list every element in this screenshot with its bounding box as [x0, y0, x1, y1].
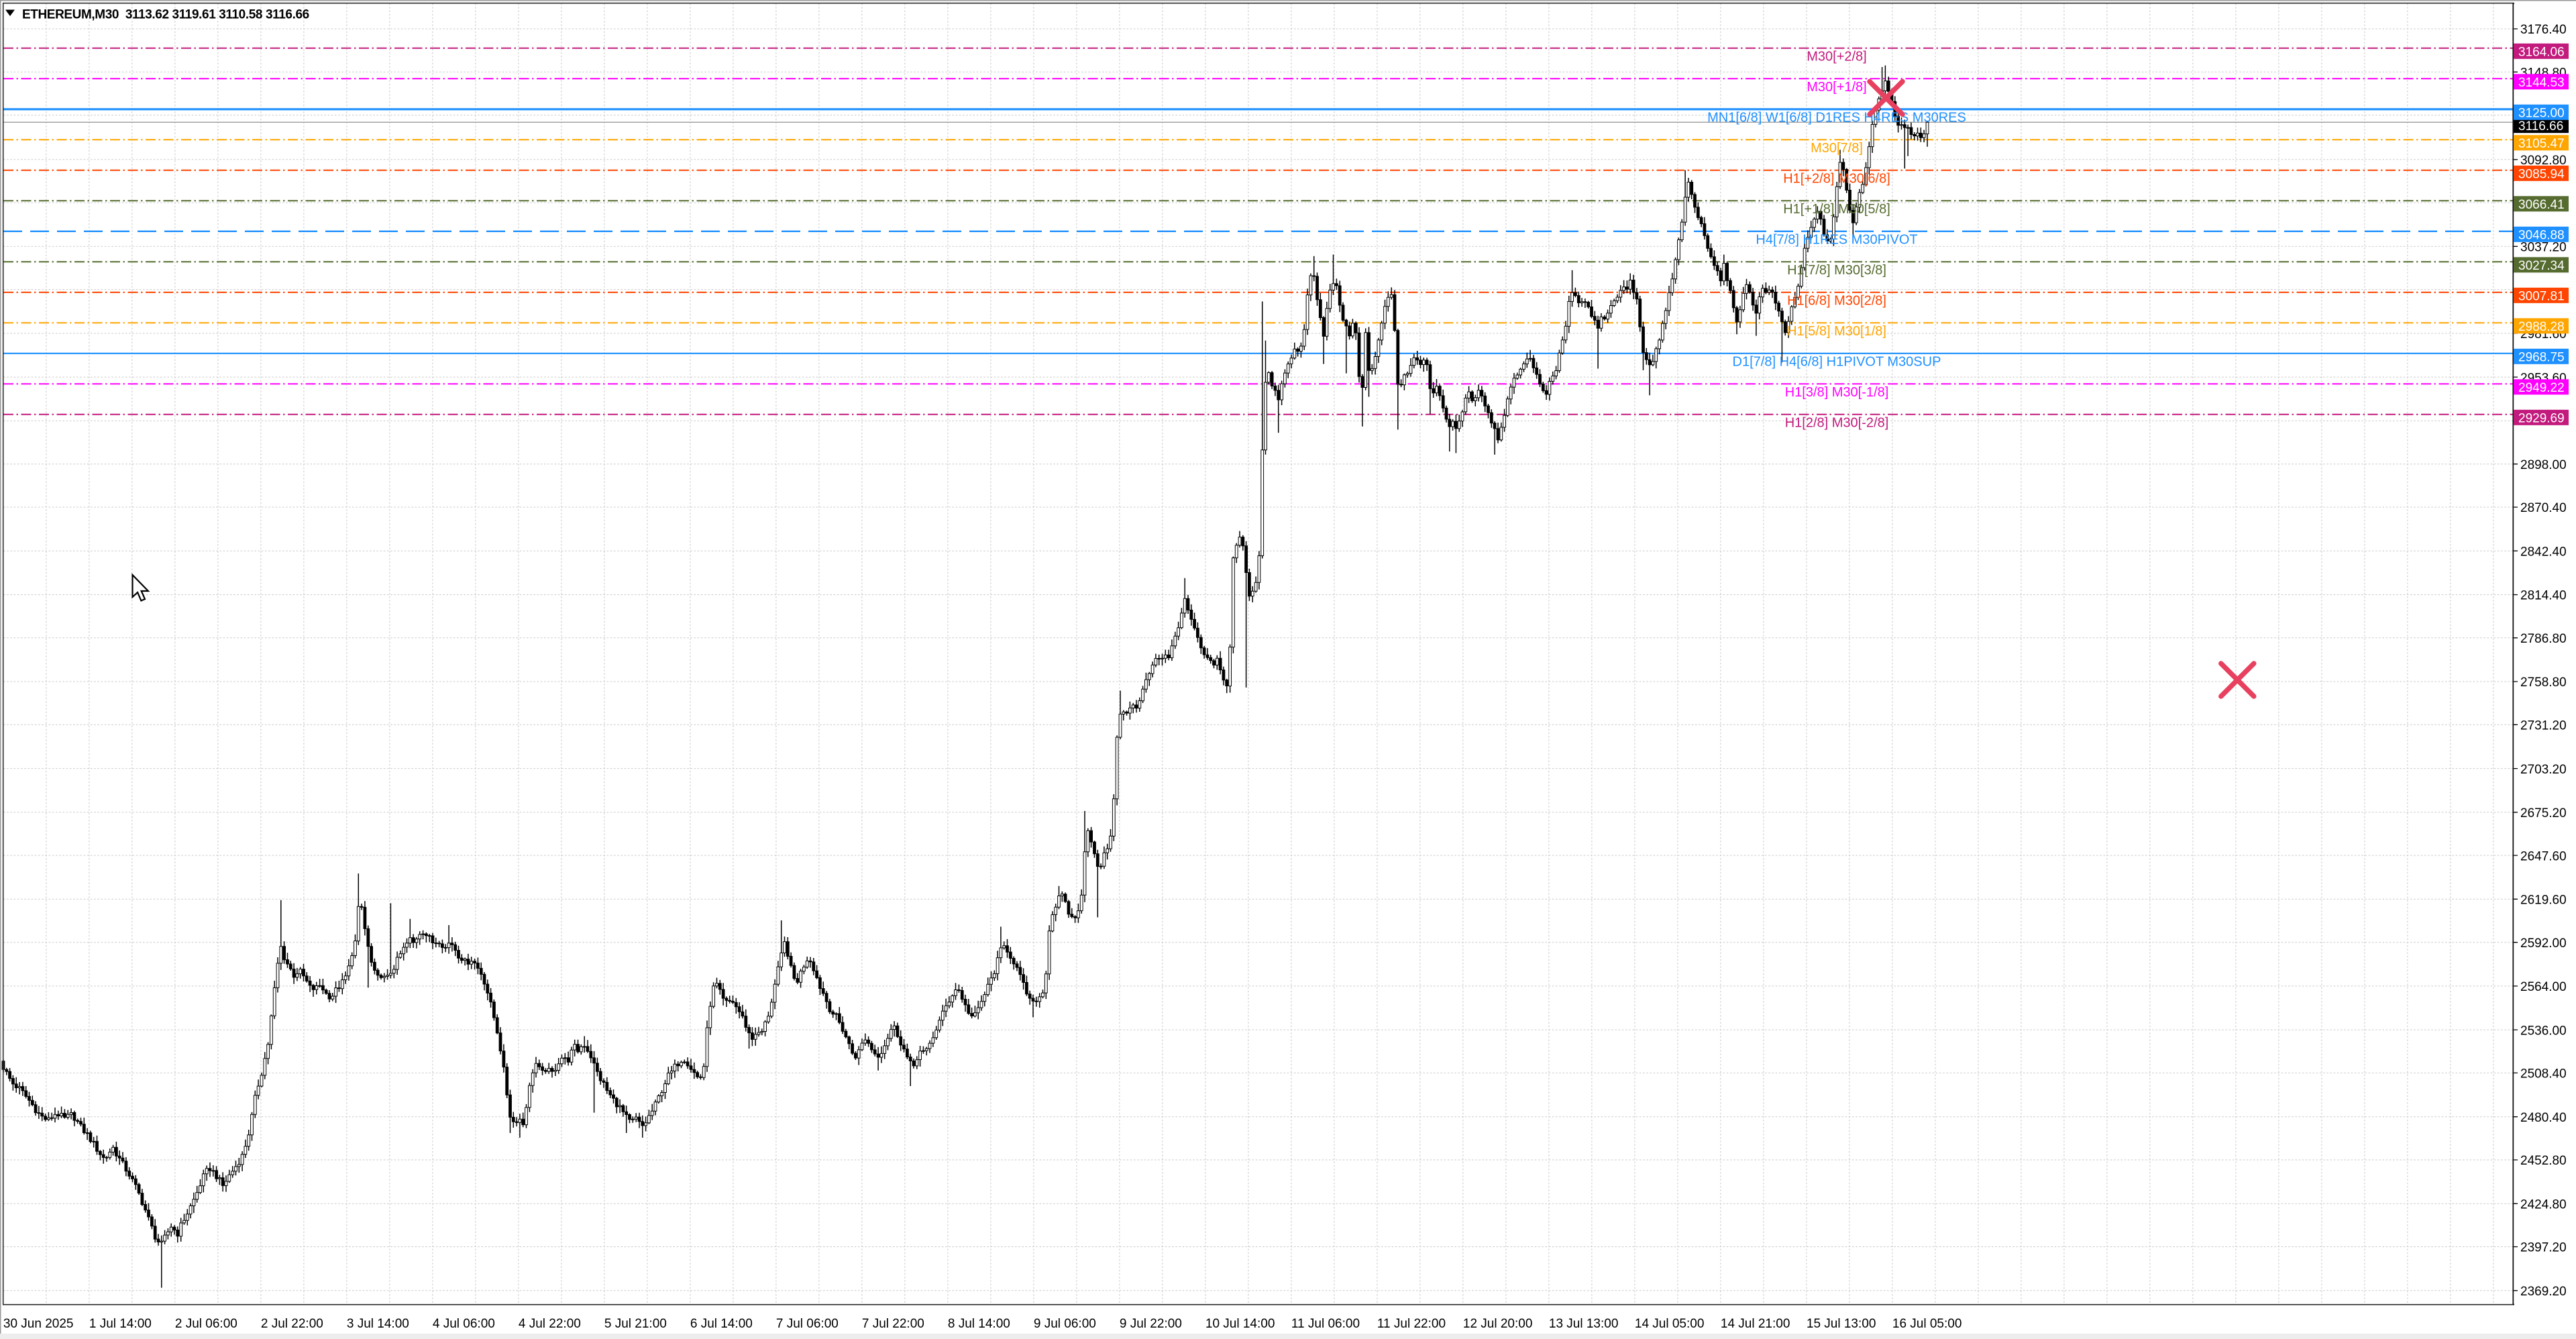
svg-text:3125.00: 3125.00: [2518, 107, 2565, 121]
svg-text:MN1[6/8] W1[6/8] D1RES H4RES M: MN1[6/8] W1[6/8] D1RES H4RES M30RES: [1707, 110, 1966, 125]
svg-text:2731.20: 2731.20: [2520, 719, 2567, 733]
svg-text:13 Jul 13:00: 13 Jul 13:00: [1549, 1317, 1619, 1331]
svg-text:3144.53: 3144.53: [2518, 76, 2565, 90]
svg-text:3 Jul 14:00: 3 Jul 14:00: [347, 1317, 409, 1331]
svg-text:H1[6/8] M30[2/8]: H1[6/8] M30[2/8]: [1787, 293, 1886, 308]
svg-text:3105.47: 3105.47: [2518, 137, 2565, 151]
svg-text:7 Jul 06:00: 7 Jul 06:00: [776, 1317, 839, 1331]
svg-text:2814.40: 2814.40: [2520, 589, 2567, 603]
svg-text:11 Jul 06:00: 11 Jul 06:00: [1291, 1317, 1360, 1331]
svg-text:H4[7/8] H1RES M30PIVOT: H4[7/8] H1RES M30PIVOT: [1756, 232, 1917, 247]
svg-text:2536.00: 2536.00: [2520, 1024, 2567, 1038]
svg-text:3085.94: 3085.94: [2518, 168, 2565, 182]
svg-text:2397.20: 2397.20: [2520, 1241, 2567, 1255]
svg-text:H1[+2/8] M30[6/8]: H1[+2/8] M30[6/8]: [1783, 171, 1890, 186]
svg-text:7 Jul 22:00: 7 Jul 22:00: [862, 1317, 924, 1331]
svg-text:2 Jul 06:00: 2 Jul 06:00: [175, 1317, 237, 1331]
svg-text:14 Jul 21:00: 14 Jul 21:00: [1721, 1317, 1790, 1331]
svg-text:12 Jul 20:00: 12 Jul 20:00: [1463, 1317, 1533, 1331]
svg-text:4 Jul 06:00: 4 Jul 06:00: [433, 1317, 495, 1331]
svg-text:2619.60: 2619.60: [2520, 894, 2567, 908]
svg-text:2 Jul 22:00: 2 Jul 22:00: [261, 1317, 323, 1331]
svg-text:2480.40: 2480.40: [2520, 1111, 2567, 1125]
svg-text:2675.20: 2675.20: [2520, 806, 2567, 820]
svg-text:2968.75: 2968.75: [2518, 351, 2565, 365]
svg-text:H1[2/8] M30[-2/8]: H1[2/8] M30[-2/8]: [1785, 415, 1889, 430]
svg-text:3066.41: 3066.41: [2518, 198, 2565, 212]
svg-text:2703.20: 2703.20: [2520, 763, 2567, 777]
svg-text:3176.40: 3176.40: [2520, 23, 2567, 37]
svg-text:2949.22: 2949.22: [2518, 381, 2565, 395]
svg-text:H1[5/8] M30[1/8]: H1[5/8] M30[1/8]: [1787, 324, 1886, 339]
svg-text:ETHEREUM,M30 3113.62 3119.61: ETHEREUM,M30 3113.62 3119.61 3110.58 311…: [22, 8, 309, 22]
svg-text:3092.80: 3092.80: [2520, 154, 2567, 168]
svg-text:3037.20: 3037.20: [2520, 241, 2567, 255]
svg-text:H1[3/8] M30[-1/8]: H1[3/8] M30[-1/8]: [1785, 385, 1889, 400]
svg-text:2988.28: 2988.28: [2518, 320, 2565, 334]
svg-text:D1[7/8] H4[6/8] H1PIVOT M30SUP: D1[7/8] H4[6/8] H1PIVOT M30SUP: [1733, 354, 1941, 369]
svg-text:H1[7/8] M30[3/8]: H1[7/8] M30[3/8]: [1787, 263, 1886, 278]
svg-text:2647.60: 2647.60: [2520, 849, 2567, 863]
svg-text:3007.81: 3007.81: [2518, 290, 2565, 304]
svg-text:2564.00: 2564.00: [2520, 980, 2567, 994]
svg-text:2452.80: 2452.80: [2520, 1154, 2567, 1168]
svg-text:11 Jul 22:00: 11 Jul 22:00: [1377, 1317, 1446, 1331]
svg-text:10 Jul 14:00: 10 Jul 14:00: [1205, 1317, 1275, 1331]
svg-text:3027.34: 3027.34: [2518, 259, 2565, 273]
svg-text:3116.66: 3116.66: [2518, 119, 2563, 133]
svg-text:2842.40: 2842.40: [2520, 545, 2567, 559]
svg-text:2786.80: 2786.80: [2520, 632, 2567, 646]
svg-text:8 Jul 14:00: 8 Jul 14:00: [948, 1317, 1010, 1331]
svg-text:M30[+2/8]: M30[+2/8]: [1807, 49, 1867, 64]
svg-text:15 Jul 13:00: 15 Jul 13:00: [1807, 1317, 1876, 1331]
svg-text:9 Jul 22:00: 9 Jul 22:00: [1120, 1317, 1182, 1331]
svg-text:3164.06: 3164.06: [2518, 46, 2565, 60]
svg-text:5 Jul 21:00: 5 Jul 21:00: [604, 1317, 667, 1331]
svg-text:6 Jul 14:00: 6 Jul 14:00: [690, 1317, 753, 1331]
svg-text:2758.80: 2758.80: [2520, 676, 2567, 690]
svg-text:M30[+1/8]: M30[+1/8]: [1807, 80, 1867, 95]
svg-text:1 Jul 14:00: 1 Jul 14:00: [89, 1317, 152, 1331]
svg-text:2424.80: 2424.80: [2520, 1197, 2567, 1212]
svg-text:9 Jul 06:00: 9 Jul 06:00: [1034, 1317, 1096, 1331]
svg-text:14 Jul 05:00: 14 Jul 05:00: [1635, 1317, 1705, 1331]
svg-text:3046.88: 3046.88: [2518, 229, 2565, 243]
svg-text:2929.69: 2929.69: [2518, 412, 2565, 426]
svg-text:2592.00: 2592.00: [2520, 936, 2567, 951]
svg-text:H1[+1/8] M30[5/8]: H1[+1/8] M30[5/8]: [1783, 202, 1890, 217]
svg-text:4 Jul 22:00: 4 Jul 22:00: [519, 1317, 581, 1331]
svg-text:2369.20: 2369.20: [2520, 1285, 2567, 1299]
svg-text:2870.40: 2870.40: [2520, 501, 2567, 515]
svg-text:16 Jul 05:00: 16 Jul 05:00: [1892, 1317, 1962, 1331]
svg-text:30 Jun 2025: 30 Jun 2025: [3, 1317, 74, 1331]
svg-text:2898.00: 2898.00: [2520, 458, 2567, 472]
svg-text:M30[7/8]: M30[7/8]: [1811, 141, 1863, 156]
svg-text:2508.40: 2508.40: [2520, 1067, 2567, 1081]
